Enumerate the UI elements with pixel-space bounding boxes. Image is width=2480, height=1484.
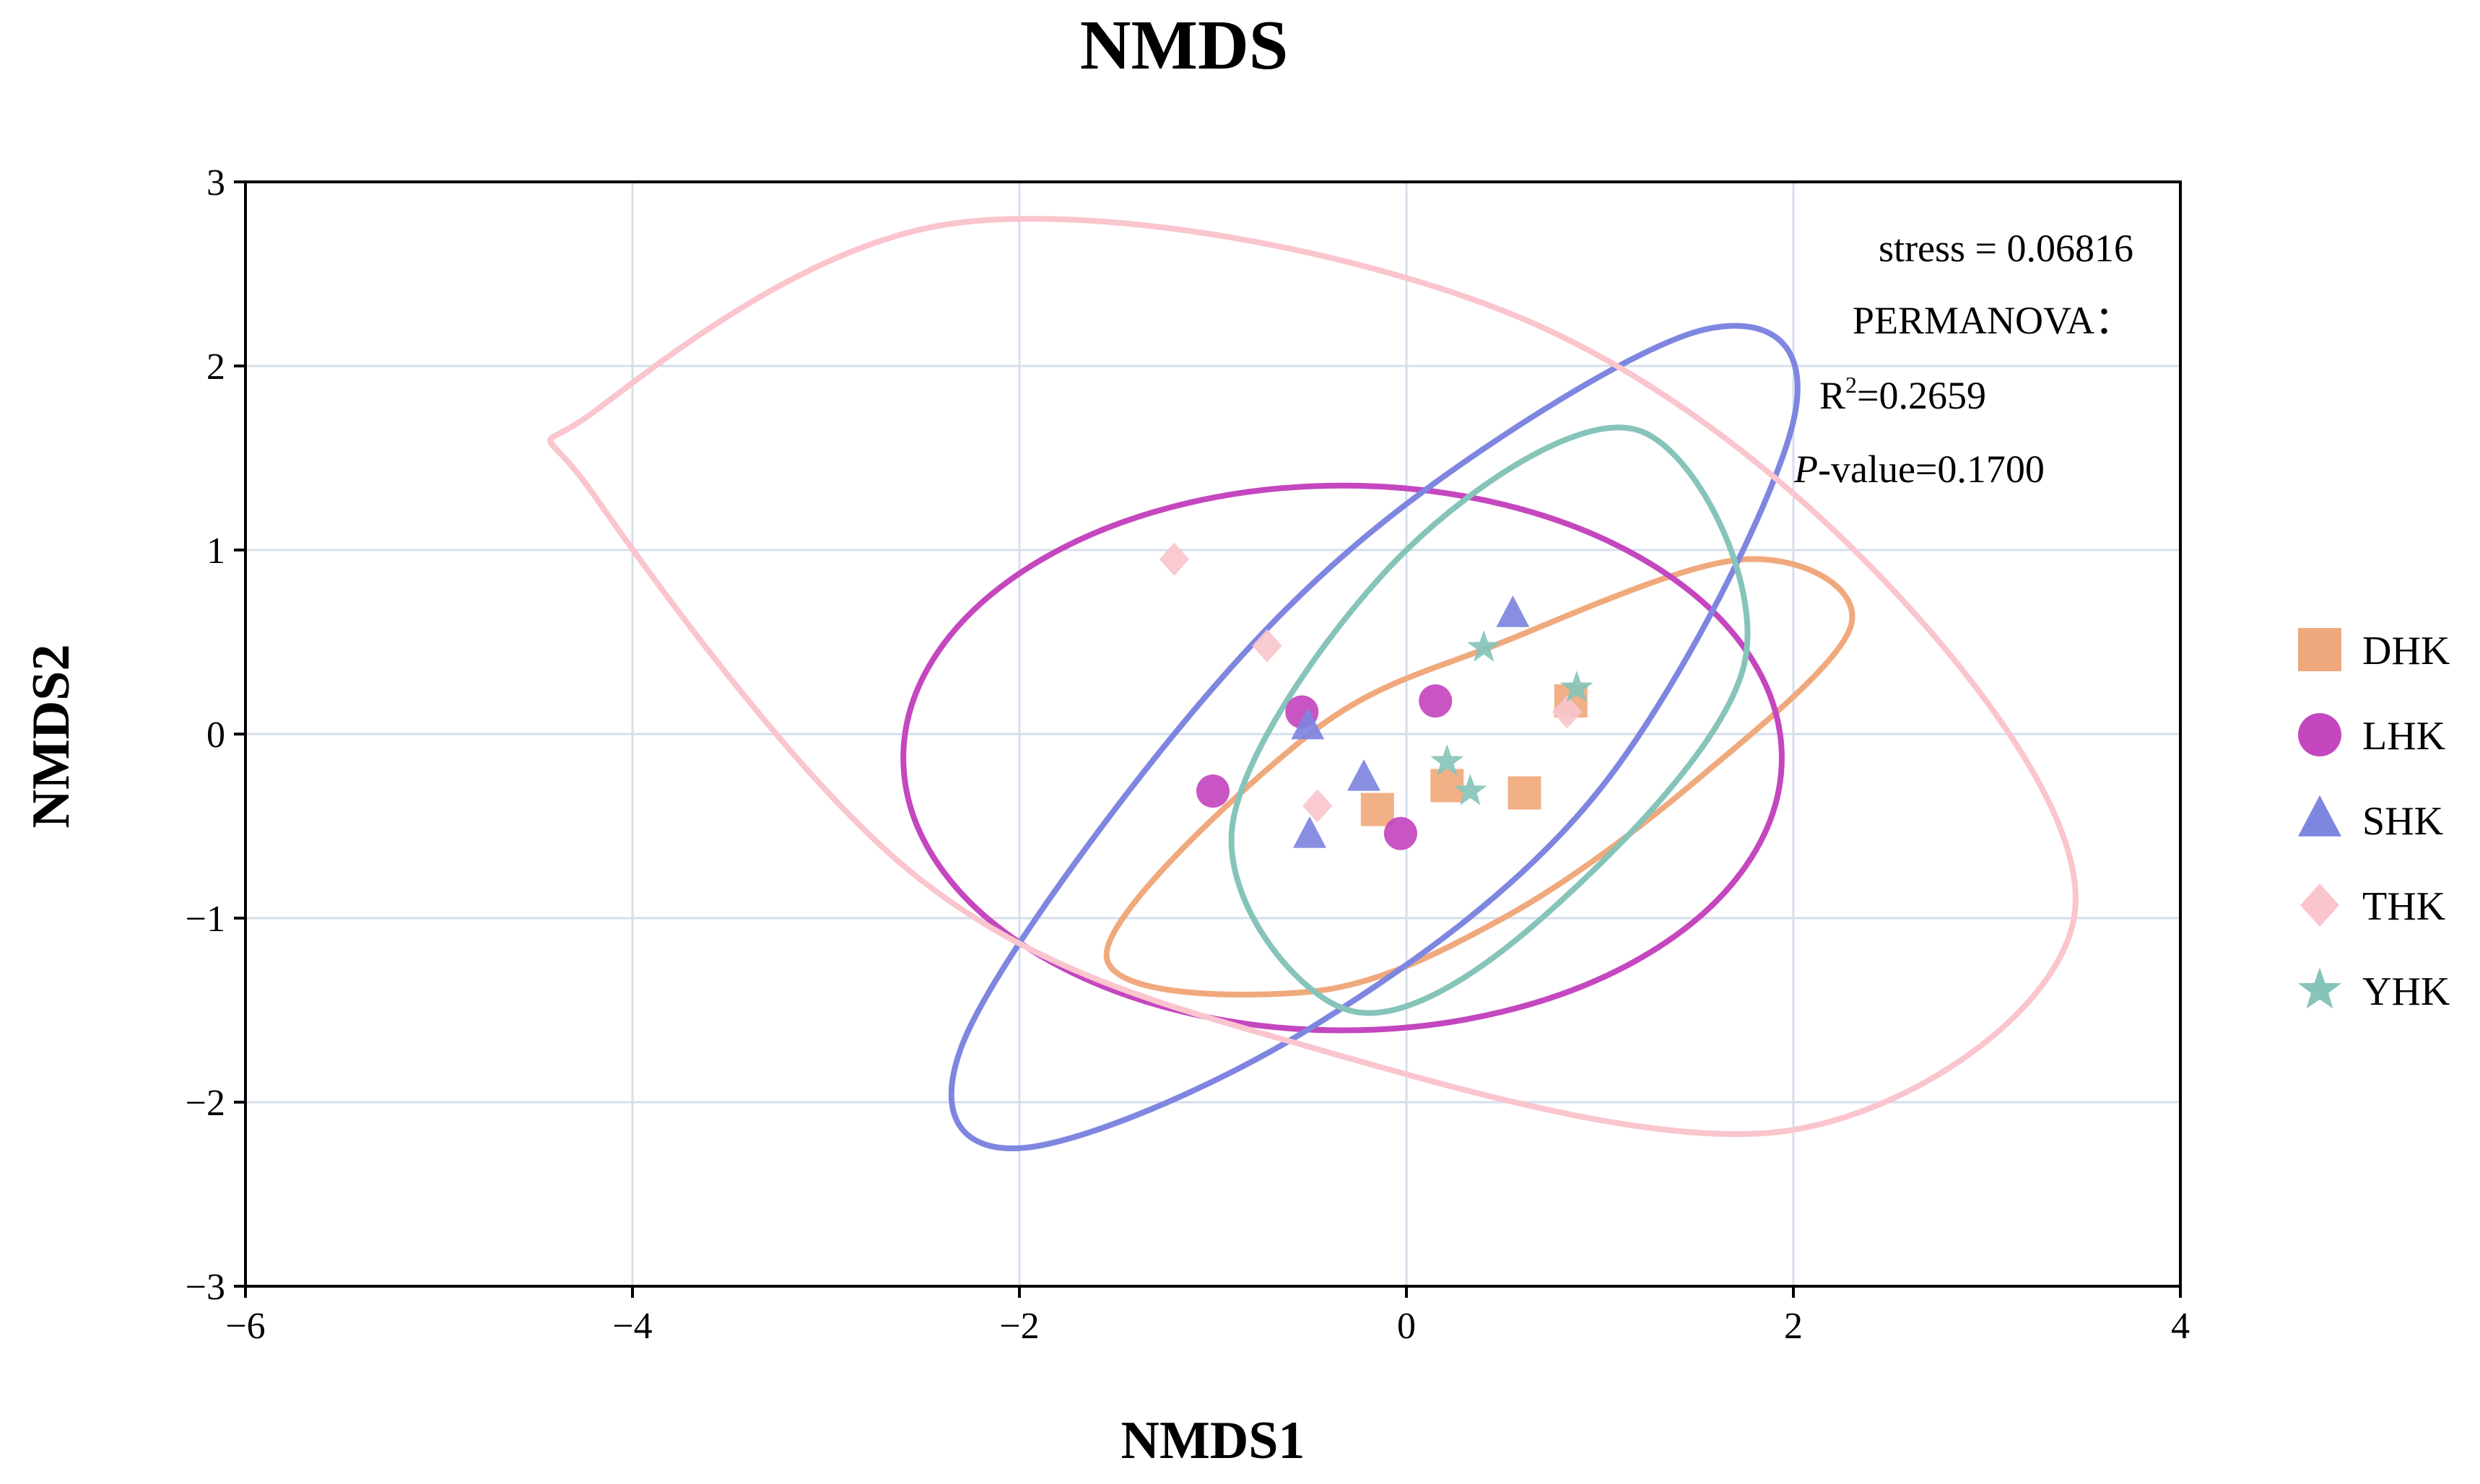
point-dhk xyxy=(1507,776,1541,810)
point-thk xyxy=(1552,695,1583,729)
p-value: -value=0.1700 xyxy=(1818,448,2045,491)
point-lhk xyxy=(1383,816,1417,850)
x-tick-label: 4 xyxy=(2171,1306,2190,1347)
y-tick-label: −3 xyxy=(186,1267,225,1308)
r2-prefix: R xyxy=(1819,374,1845,417)
y-axis-title: NMDS2 xyxy=(22,645,81,829)
y-tick-label: 2 xyxy=(206,346,225,388)
point-yhk xyxy=(1453,773,1487,806)
legend-marker-thk xyxy=(2300,883,2339,927)
legend-label: YHK xyxy=(2362,969,2450,1014)
point-dhk xyxy=(1360,793,1394,826)
x-tick-label: −6 xyxy=(225,1306,265,1347)
point-yhk xyxy=(1430,744,1464,776)
point-shk xyxy=(1347,759,1381,791)
point-lhk xyxy=(1196,774,1230,808)
legend-item-thk: THK xyxy=(2300,883,2445,929)
point-shk xyxy=(1291,707,1325,740)
r2-text: R2=0.2659 xyxy=(1819,372,1986,417)
legend-marker-lhk xyxy=(2298,713,2341,756)
x-axis-title: NMDS1 xyxy=(1121,1411,1305,1470)
ellipse-shk xyxy=(948,323,1801,1151)
r2-value: =0.2659 xyxy=(1857,374,1986,417)
legend-label: LHK xyxy=(2362,714,2445,759)
point-shk xyxy=(1293,816,1326,848)
point-shk xyxy=(1496,595,1530,627)
point-thk xyxy=(1302,789,1333,823)
legend-item-dhk: DHK xyxy=(2298,628,2450,673)
ellipse-thk xyxy=(547,216,2079,1138)
point-yhk xyxy=(1559,671,1593,702)
y-axis-ticks: −3 −2 −1 0 1 2 3 xyxy=(186,162,245,1308)
point-thk xyxy=(1252,629,1282,663)
x-tick-label: −4 xyxy=(612,1306,652,1347)
permanova-text: PERMANOVA： xyxy=(1853,299,2133,342)
legend-label: THK xyxy=(2362,884,2445,929)
legend-marker-dhk xyxy=(2298,628,2341,671)
x-tick-label: 0 xyxy=(1397,1306,1416,1347)
legend-label: DHK xyxy=(2362,629,2450,673)
p-italic: P xyxy=(1793,448,1818,491)
point-lhk xyxy=(1419,684,1453,718)
ellipse-yhk xyxy=(1228,424,1751,1016)
y-tick-label: −1 xyxy=(186,899,225,940)
stats-annotation: stress = 0.06816 PERMANOVA： R2=0.2659 P-… xyxy=(1793,227,2133,491)
x-axis-ticks: −6 −4 −2 0 2 4 xyxy=(225,1286,2190,1347)
legend-label: SHK xyxy=(2362,799,2443,844)
x-tick-label: −2 xyxy=(999,1306,1039,1347)
data-points xyxy=(1159,542,1593,850)
ellipse-dhk xyxy=(1103,556,1855,998)
ellipse-lhk xyxy=(900,482,1785,1034)
chart-title: NMDS xyxy=(1080,6,1289,84)
y-tick-label: 0 xyxy=(206,715,225,756)
legend-marker-yhk xyxy=(2298,967,2341,1009)
legend-marker-shk xyxy=(2298,795,2341,837)
y-tick-label: −2 xyxy=(186,1083,225,1124)
point-dhk xyxy=(1430,769,1464,803)
legend-item-shk: SHK xyxy=(2298,795,2443,844)
point-yhk xyxy=(1467,630,1501,662)
legend: DHK LHK SHK THK YHK xyxy=(2298,628,2450,1014)
r2-superscript: 2 xyxy=(1845,372,1857,398)
legend-item-lhk: LHK xyxy=(2298,713,2445,759)
legend-item-yhk: YHK xyxy=(2298,967,2450,1014)
x-tick-label: 2 xyxy=(1784,1306,1803,1347)
p-value-text: P-value=0.1700 xyxy=(1793,448,2045,491)
point-thk xyxy=(1159,542,1190,576)
y-tick-label: 3 xyxy=(206,162,225,204)
grid xyxy=(245,182,2180,1286)
y-tick-label: 1 xyxy=(206,531,225,572)
confidence-ellipses xyxy=(547,216,2079,1151)
stress-text: stress = 0.06816 xyxy=(1879,227,2133,270)
